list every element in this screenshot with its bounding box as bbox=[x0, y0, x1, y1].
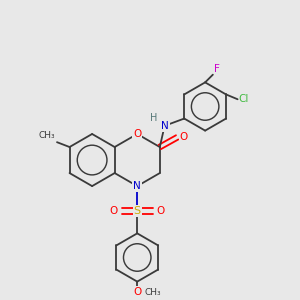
Text: O: O bbox=[133, 129, 141, 139]
Text: CH₃: CH₃ bbox=[38, 131, 55, 140]
Text: CH₃: CH₃ bbox=[145, 288, 162, 297]
Text: O: O bbox=[157, 206, 165, 216]
Text: Cl: Cl bbox=[238, 94, 249, 104]
Text: N: N bbox=[134, 181, 141, 191]
Text: N: N bbox=[161, 121, 169, 131]
Text: F: F bbox=[214, 64, 220, 74]
Text: H: H bbox=[149, 113, 157, 123]
Text: O: O bbox=[110, 206, 118, 216]
Text: O: O bbox=[180, 132, 188, 142]
Text: O: O bbox=[133, 287, 141, 297]
Text: S: S bbox=[134, 206, 141, 216]
